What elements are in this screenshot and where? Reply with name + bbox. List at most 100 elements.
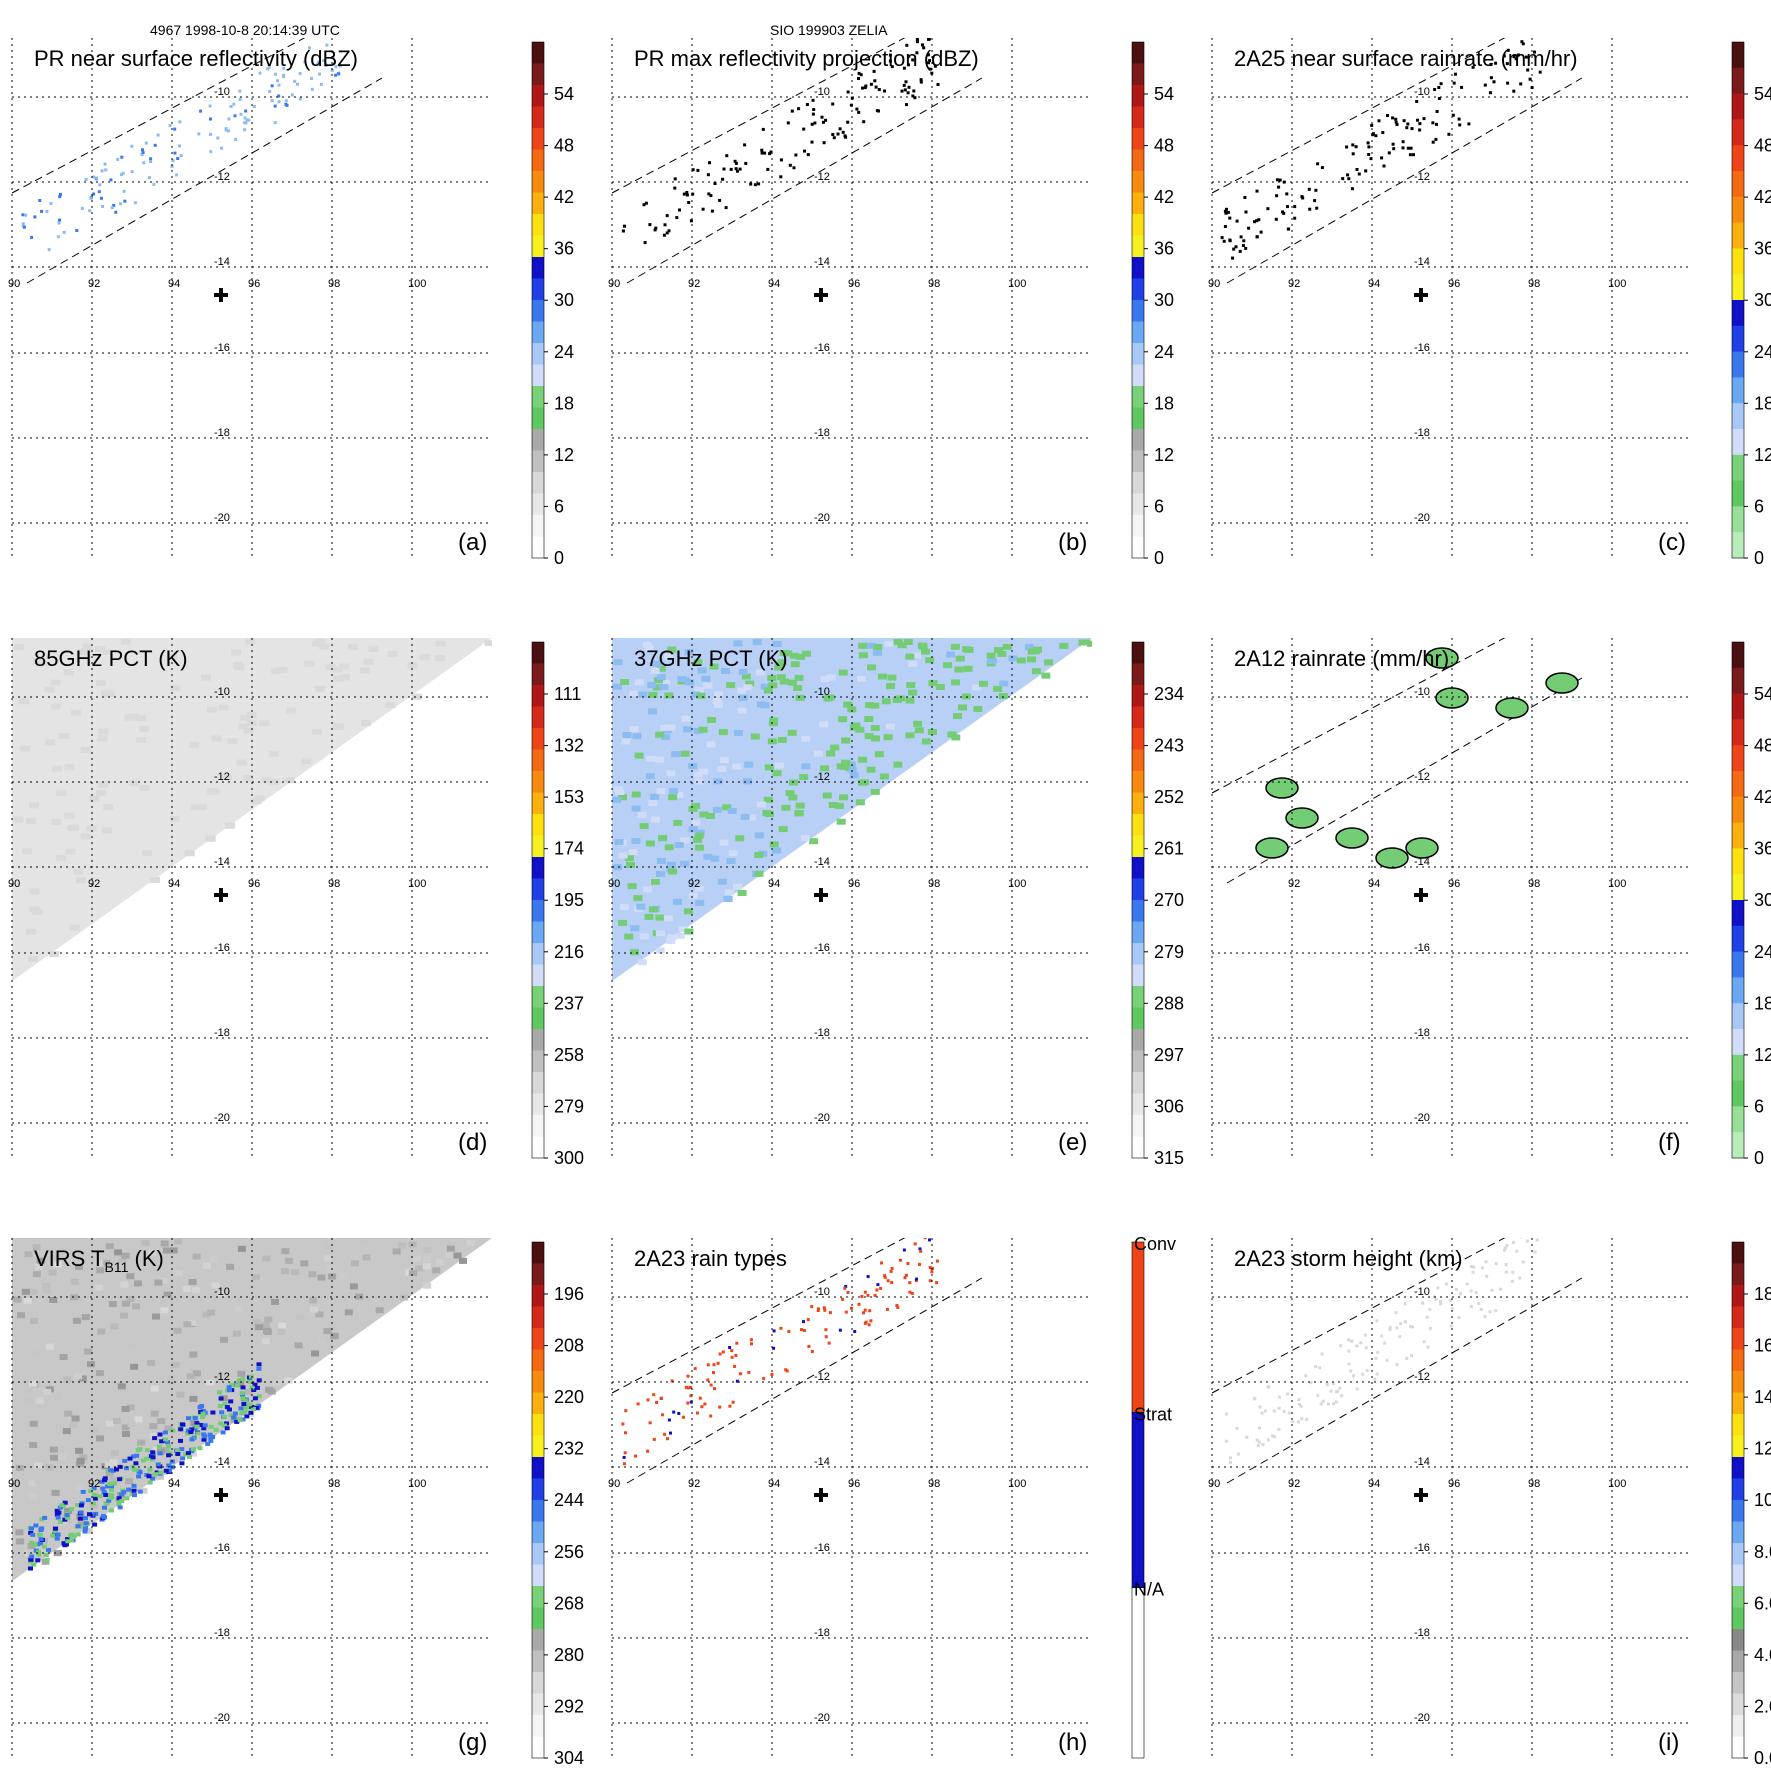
pr-pixel <box>890 1266 894 1270</box>
virs-pixel <box>165 1265 174 1271</box>
virs-cloud-pixel <box>233 1417 239 1422</box>
virs-pixel <box>48 1269 57 1276</box>
pct37-pixel <box>883 734 893 741</box>
pr-pixel <box>685 193 689 197</box>
pr-pixel <box>1231 256 1234 260</box>
pr-pixel <box>1244 210 1248 214</box>
virs-cloud-pixel <box>252 1396 258 1401</box>
pct37-pixel <box>663 915 673 922</box>
pr-pixel <box>1287 1411 1291 1415</box>
x-tick-label: 92 <box>688 1478 700 1490</box>
virs-cloud-pixel <box>248 1410 254 1415</box>
virs-cloud-pixel <box>242 1409 248 1414</box>
pr-pixel <box>772 1329 776 1333</box>
pr-pixel <box>919 78 923 82</box>
pr-pixel <box>1504 1270 1508 1274</box>
pct37-pixel <box>921 738 931 745</box>
virs-cloud-pixel <box>162 1430 168 1435</box>
colorbar-segment <box>532 814 544 836</box>
pr-pixel <box>918 1262 921 1266</box>
virs-pixel <box>149 1423 158 1430</box>
virs-cloud-pixel <box>187 1454 192 1459</box>
pr-pixel <box>282 66 286 70</box>
pr-pixel <box>807 1344 811 1348</box>
panel-title: 37GHz PCT (K) <box>634 646 788 671</box>
pct37-pixel <box>724 889 734 896</box>
pct85-pixel <box>56 790 67 797</box>
pr-pixel <box>1447 132 1451 136</box>
pr-pixel <box>913 96 917 100</box>
pr-pixel <box>104 168 108 172</box>
colorbar-segment <box>532 429 544 451</box>
pr-pixel <box>1345 145 1349 149</box>
x-tick-label: 92 <box>1288 878 1300 890</box>
pr-pixel <box>1369 157 1373 161</box>
virs-pixel <box>137 1439 146 1446</box>
x-tick-label: 100 <box>1608 1478 1626 1490</box>
pr-pixel <box>816 1309 820 1312</box>
colorbar-label: 36 <box>554 239 574 259</box>
pr-pixel <box>1300 195 1304 199</box>
pct37-pixel <box>954 666 964 673</box>
virs-pixel <box>29 1420 38 1427</box>
virs-pixel <box>171 1361 180 1368</box>
virs-pixel <box>432 1267 441 1274</box>
virs-cloud-pixel <box>35 1558 41 1563</box>
pct37-pixel <box>903 639 913 645</box>
pr-pixel <box>915 51 919 55</box>
pr-pixel <box>273 121 277 125</box>
virs-pixel <box>76 1457 85 1464</box>
virs-cloud-pixel <box>36 1550 41 1555</box>
pr-pixel <box>712 1363 716 1367</box>
colorbar-segment <box>1132 300 1144 322</box>
virs-cloud-pixel <box>248 1374 254 1379</box>
colorbar-segment <box>1132 900 1144 922</box>
pr-pixel <box>927 38 930 41</box>
rain-cell-5 <box>1405 837 1439 859</box>
virs-pixel <box>182 1285 191 1292</box>
pct37-pixel <box>953 713 962 720</box>
pct37-pixel <box>794 809 804 816</box>
pr-pixel <box>735 1379 739 1383</box>
virs-cloud-pixel <box>194 1421 200 1426</box>
pct37-pixel <box>666 770 676 777</box>
virs-cloud-pixel <box>32 1542 38 1547</box>
pr-pixel <box>1388 1328 1392 1331</box>
pr-pixel <box>678 208 681 212</box>
pct85-pixel <box>70 709 81 716</box>
virs-pixel <box>281 1248 290 1255</box>
pr-pixel <box>1450 1307 1454 1311</box>
pr-pixel <box>902 83 906 87</box>
pct85-pixel <box>411 693 422 700</box>
pct37-pixel <box>733 730 743 736</box>
pr-pixel <box>696 168 700 172</box>
pr-pixel <box>770 1373 774 1376</box>
pr-pixel <box>1225 207 1228 211</box>
virs-cloud-pixel <box>71 1533 77 1538</box>
pr-pixel <box>703 1402 707 1406</box>
colorbar-segment <box>1732 1132 1744 1159</box>
virs-pixel <box>148 1249 157 1256</box>
pr-pixel <box>890 65 894 69</box>
virs-pixel <box>244 1388 253 1395</box>
virs-cloud-pixel <box>241 1405 247 1410</box>
plot-area-e <box>612 638 1092 982</box>
pr-pixel <box>874 85 878 89</box>
virs-pixel <box>277 1328 286 1335</box>
colorbar-segment <box>1732 1736 1744 1759</box>
pct37-pixel <box>647 708 657 715</box>
virs-pixel <box>309 1297 318 1304</box>
virs-cloud-pixel <box>31 1562 37 1567</box>
virs-cloud-pixel <box>156 1444 162 1449</box>
pr-pixel <box>232 102 236 106</box>
virs-cloud-pixel <box>114 1467 119 1472</box>
pr-pixel <box>1376 1350 1380 1354</box>
pr-pixel <box>130 144 134 148</box>
x-tick-label: 90 <box>1208 278 1220 290</box>
pr-pixel <box>1425 1315 1429 1319</box>
colorbar-segment <box>532 728 544 750</box>
virs-cloud-pixel <box>178 1427 184 1432</box>
virs-pixel <box>28 1380 37 1387</box>
pr-pixel <box>56 235 60 239</box>
virs-pixel <box>120 1281 129 1288</box>
